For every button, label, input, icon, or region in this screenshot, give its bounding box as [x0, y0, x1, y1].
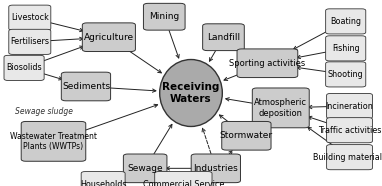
- FancyBboxPatch shape: [123, 154, 167, 183]
- Text: Incineration: Incineration: [326, 102, 374, 110]
- Text: Traffic activities: Traffic activities: [318, 126, 381, 135]
- FancyBboxPatch shape: [21, 121, 86, 161]
- Text: Sewage: Sewage: [127, 164, 163, 173]
- FancyBboxPatch shape: [191, 154, 241, 183]
- FancyBboxPatch shape: [237, 49, 298, 78]
- Text: Sediments: Sediments: [62, 82, 110, 91]
- Text: Shooting: Shooting: [328, 70, 364, 79]
- Text: Livestock: Livestock: [11, 13, 49, 22]
- FancyBboxPatch shape: [327, 118, 372, 143]
- Text: Biosolids: Biosolids: [6, 63, 42, 72]
- FancyBboxPatch shape: [4, 55, 44, 80]
- FancyBboxPatch shape: [144, 3, 185, 30]
- Text: Stormwater: Stormwater: [220, 131, 273, 140]
- Text: Agriculture: Agriculture: [84, 33, 134, 42]
- Text: Mining: Mining: [149, 12, 180, 21]
- Text: Households: Households: [80, 180, 126, 186]
- Text: Industries: Industries: [193, 164, 238, 173]
- Text: Sporting activities: Sporting activities: [229, 59, 306, 68]
- Text: Landfill: Landfill: [207, 33, 240, 42]
- Text: Receiving
Waters: Receiving Waters: [162, 82, 220, 104]
- Text: Fertilisers: Fertilisers: [10, 37, 49, 46]
- FancyBboxPatch shape: [82, 23, 135, 52]
- FancyBboxPatch shape: [327, 145, 372, 170]
- FancyBboxPatch shape: [155, 171, 212, 186]
- Text: Boating: Boating: [330, 17, 361, 26]
- FancyBboxPatch shape: [326, 36, 366, 61]
- FancyBboxPatch shape: [61, 72, 111, 101]
- FancyBboxPatch shape: [222, 121, 271, 150]
- Text: Building materials: Building materials: [313, 153, 382, 162]
- FancyBboxPatch shape: [81, 171, 125, 186]
- Text: Wastewater Treatment
Plants (WWTPs): Wastewater Treatment Plants (WWTPs): [10, 132, 97, 151]
- Text: Atmospheric
deposition: Atmospheric deposition: [254, 98, 307, 118]
- FancyBboxPatch shape: [9, 29, 51, 54]
- Text: Commercial Service: Commercial Service: [142, 180, 224, 186]
- FancyBboxPatch shape: [252, 88, 309, 128]
- FancyBboxPatch shape: [9, 5, 51, 30]
- FancyBboxPatch shape: [326, 62, 366, 87]
- Text: Fishing: Fishing: [332, 44, 359, 53]
- Ellipse shape: [160, 60, 222, 126]
- FancyBboxPatch shape: [202, 24, 244, 51]
- FancyBboxPatch shape: [326, 9, 366, 34]
- Text: Sewage sludge: Sewage sludge: [15, 107, 73, 116]
- FancyBboxPatch shape: [327, 93, 372, 119]
